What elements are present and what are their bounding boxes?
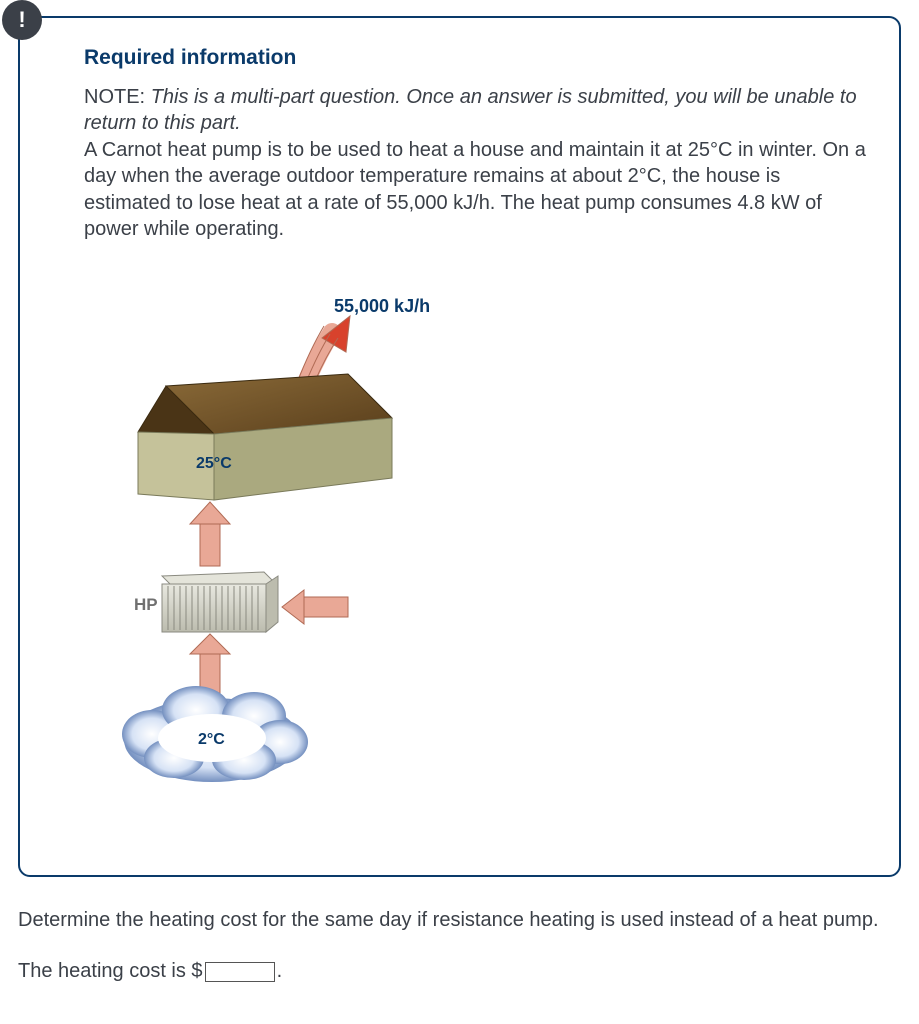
question-text: Determine the heating cost for the same …	[18, 907, 901, 934]
problem-body: NOTE: This is a multi-part question. Onc…	[84, 84, 867, 242]
answer-line: The heating cost is $.	[18, 960, 901, 983]
arrow-left-icon	[282, 590, 348, 624]
diagram-svg: 55,000 kJ/h 25°C	[104, 290, 444, 790]
answer-suffix: .	[277, 960, 283, 982]
heat-pump-diagram: 55,000 kJ/h 25°C	[104, 290, 867, 795]
hp-label: HP	[134, 595, 158, 614]
problem-text: A Carnot heat pump is to be used to heat…	[84, 139, 866, 240]
answer-prefix: The heating cost is $	[18, 960, 203, 982]
note-label: NOTE:	[84, 86, 145, 108]
alert-symbol: !	[18, 7, 25, 33]
alert-icon: !	[2, 0, 42, 40]
heat-loss-label: 55,000 kJ/h	[334, 296, 430, 316]
heating-cost-input[interactable]	[205, 962, 275, 982]
outdoor-temp-label: 2°C	[198, 731, 225, 748]
note-italic: This is a multi-part question. Once an a…	[84, 86, 857, 134]
house-icon	[138, 374, 392, 500]
required-info-box: ! Required information NOTE: This is a m…	[18, 16, 901, 877]
arrow-up-top-icon	[190, 502, 230, 566]
heat-pump-icon	[162, 572, 278, 632]
house-temp-label: 25°C	[196, 455, 232, 472]
required-heading: Required information	[84, 46, 867, 70]
